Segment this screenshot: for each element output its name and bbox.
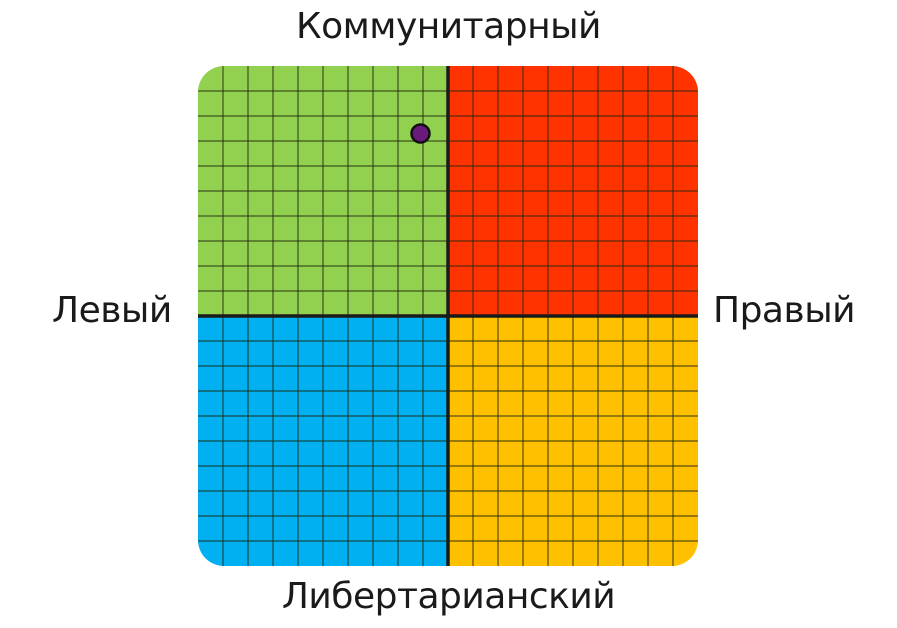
- axis-label-top: Коммунитарный: [296, 6, 601, 47]
- plot-area: [198, 66, 698, 566]
- axis-label-bottom: Либертарианский: [281, 576, 616, 617]
- axis-label-left: Левый: [52, 290, 172, 331]
- data-point: [410, 123, 431, 144]
- axis-label-right: Правый: [713, 290, 856, 331]
